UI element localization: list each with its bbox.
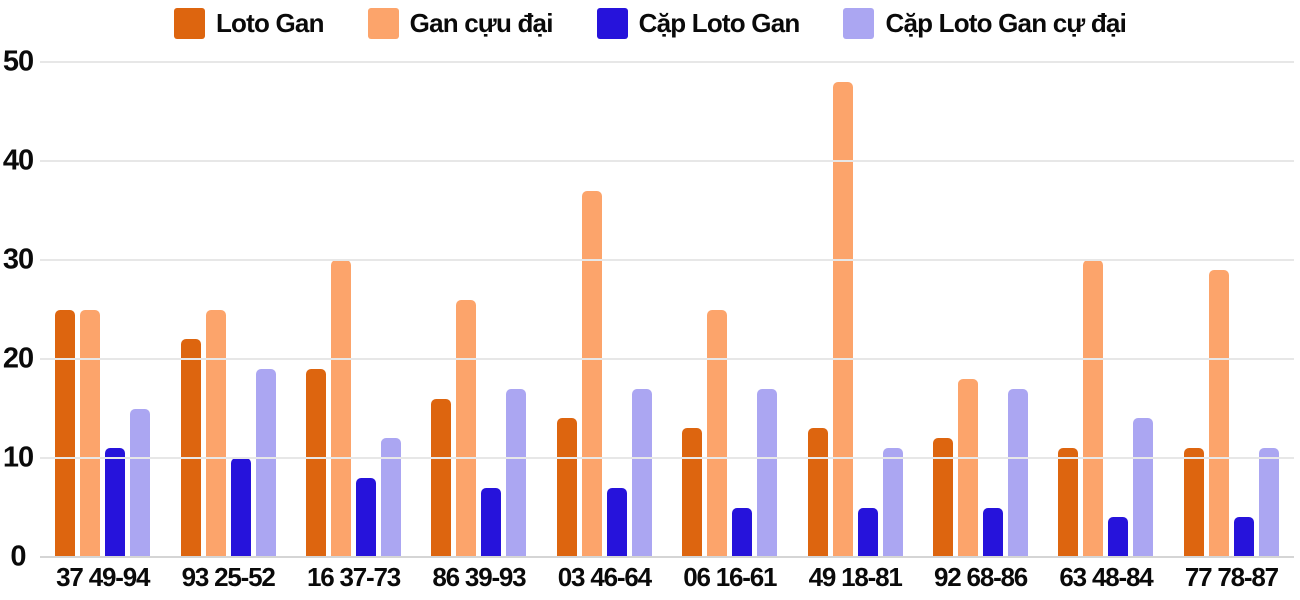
bar <box>255 368 276 557</box>
x-tick-label: 92 68-86 <box>934 562 1028 592</box>
bar <box>556 418 577 557</box>
bar <box>757 388 778 557</box>
bar <box>180 339 201 557</box>
y-tick-label: 20 <box>2 342 34 375</box>
legend-item-1[interactable]: Gan cựu đại <box>367 7 554 39</box>
bar <box>807 428 828 557</box>
bar-group-0 <box>40 62 165 557</box>
bar <box>481 487 502 557</box>
legend-label: Cặp Loto Gan cự đại <box>885 7 1127 38</box>
bar-group-3 <box>416 62 541 557</box>
bar <box>80 309 101 557</box>
bar <box>682 428 703 557</box>
legend-item-0[interactable]: Loto Gan <box>173 7 325 39</box>
bar-group-1 <box>165 62 290 557</box>
bar-group-7 <box>918 62 1043 557</box>
bar <box>1083 260 1104 557</box>
bar <box>958 378 979 557</box>
legend-item-2[interactable]: Cặp Loto Gan <box>596 7 801 39</box>
bar <box>1133 418 1154 557</box>
bar <box>55 309 76 557</box>
bar <box>732 507 753 557</box>
bar <box>506 388 527 557</box>
bar <box>707 309 728 557</box>
y-tick-label: 0 <box>10 540 26 573</box>
bar <box>631 388 652 557</box>
bar <box>230 458 251 557</box>
bar <box>983 507 1004 557</box>
plot-area <box>40 61 1294 558</box>
bar <box>356 477 377 557</box>
x-axis: 37 49-94 93 25-52 16 37-73 86 39-93 03 46-64… <box>40 561 1294 595</box>
x-tick-label: 77 78-87 <box>1184 562 1279 592</box>
bar-group-9 <box>1169 62 1294 557</box>
bar-group-2 <box>291 62 416 557</box>
bar <box>1008 388 1029 557</box>
bar <box>431 398 452 557</box>
legend-label: Loto Gan <box>215 7 325 38</box>
legend-label: Cặp Loto Gan <box>638 7 801 38</box>
bar <box>1208 269 1229 557</box>
legend-swatch <box>173 7 205 39</box>
bar <box>205 309 226 557</box>
y-tick-label: 40 <box>2 144 34 177</box>
bar <box>606 487 627 557</box>
legend-swatch <box>367 7 399 39</box>
x-tick-label: 49 18-81 <box>808 562 903 592</box>
legend-swatch <box>843 7 875 39</box>
bar <box>105 448 126 557</box>
bar <box>832 81 853 557</box>
legend-label: Gan cựu đại <box>409 7 554 38</box>
x-tick-label: 63 48-84 <box>1059 562 1153 592</box>
bar <box>1258 448 1279 557</box>
gridline <box>40 160 1294 162</box>
x-tick-label: 03 46-64 <box>557 562 652 592</box>
gridline <box>40 259 1294 261</box>
chart-legend: Loto Gan Gan cựu đại Cặp Loto Gan Cặp Loto … <box>0 6 1300 40</box>
bar <box>1058 448 1079 557</box>
bar <box>130 408 151 557</box>
x-tick-label: 93 25-52 <box>181 562 276 592</box>
bar <box>1233 517 1254 557</box>
bar <box>581 190 602 557</box>
bar <box>306 368 327 557</box>
bar-group-5 <box>667 62 792 557</box>
y-tick-label: 50 <box>2 45 34 78</box>
bar <box>1108 517 1129 557</box>
bar-group-6 <box>792 62 917 557</box>
x-tick-label: 86 39-93 <box>432 562 526 592</box>
y-tick-label: 10 <box>2 441 34 474</box>
x-tick-label: 16 37-73 <box>306 562 401 592</box>
y-tick-label: 30 <box>2 243 34 276</box>
bar-group-4 <box>542 62 667 557</box>
gridline <box>40 457 1294 459</box>
y-axis: 0 10 20 30 40 50 <box>0 47 36 571</box>
bar-group-8 <box>1043 62 1168 557</box>
bar <box>882 448 903 557</box>
legend-swatch <box>596 7 628 39</box>
bar <box>933 438 954 557</box>
x-tick-label: 37 49-94 <box>56 562 150 592</box>
gridline <box>40 556 1294 558</box>
x-tick-label: 06 16-61 <box>683 562 777 592</box>
bar <box>381 438 402 557</box>
bar <box>456 299 477 557</box>
bar <box>1183 448 1204 557</box>
bar <box>857 507 878 557</box>
gridline <box>40 358 1294 360</box>
legend-item-3[interactable]: Cặp Loto Gan cự đại <box>843 7 1127 39</box>
gridline <box>40 61 1294 63</box>
bar <box>331 260 352 557</box>
bar-groups <box>40 62 1294 557</box>
